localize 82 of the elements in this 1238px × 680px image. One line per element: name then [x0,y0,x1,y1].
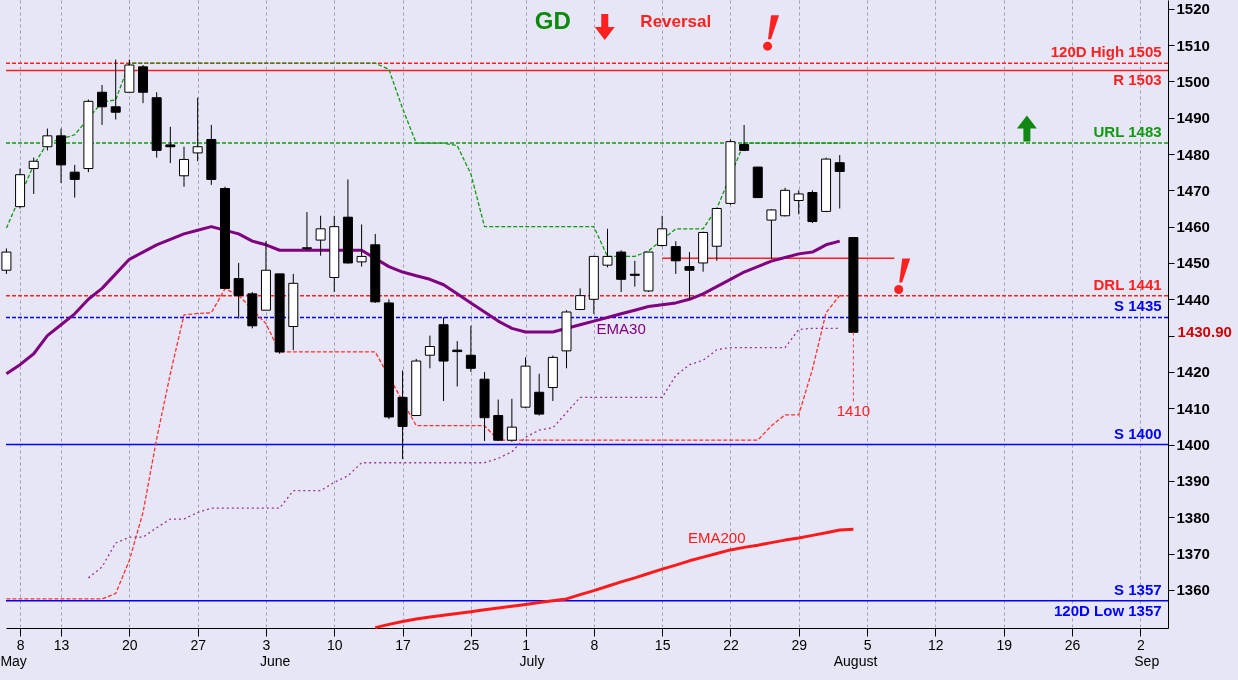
y-tick-label: 1390 [1176,472,1210,490]
annotation: 1410 [836,402,871,420]
ref-line-label: DRL 1441 [1093,275,1162,293]
annotation: Reversal [640,12,712,31]
text: May [0,653,27,669]
x-tick-label: 10 [326,636,343,653]
candlestick [233,262,244,320]
x-tick-label: 13 [53,636,70,653]
series-label: EMA30 [596,319,646,337]
y-tick-label: 1420 [1176,363,1210,381]
line-series [373,527,855,630]
x-tick-label: 17 [395,636,412,653]
candlestick [28,157,39,195]
candlestick [192,97,203,162]
y-tick-label: 1360 [1176,581,1210,599]
ref-line-label: S 1435 [1114,297,1162,315]
candlestick [793,189,804,215]
candlestick [315,215,326,257]
candlestick [670,240,681,275]
candlestick [165,126,176,164]
y-tick-label: 1460 [1176,218,1210,236]
candlestick [834,154,845,209]
y-tick-label: 1440 [1176,290,1210,308]
y-tick-label: 1410 [1176,399,1210,417]
y-tick-label: 1500 [1176,72,1210,90]
text: 1430.90 [1177,323,1232,341]
y-tick-label: 1510 [1176,36,1210,54]
candlestick [424,335,435,369]
x-tick-label: 26 [1064,636,1081,653]
candlestick [629,260,640,288]
candlestick [97,84,108,126]
candlestick [301,211,312,251]
candlestick [42,128,53,151]
annotation: GD [534,7,571,34]
x-tick-label: 3 [262,636,271,653]
x-tick-label: 27 [190,636,207,653]
x-tick-label: 22 [723,636,739,653]
x-tick-label: 2 [1136,636,1145,653]
candlestick [465,325,476,373]
ref-line-label: S 1357 [1114,580,1162,598]
candlestick [739,124,750,152]
candlestick [602,228,613,268]
candlestick [356,223,367,268]
y-tick-label: 1370 [1176,545,1210,563]
x-tick-label: 20 [122,636,138,653]
x-tick-label: 19 [996,636,1013,653]
x-tick-label: 29 [791,636,808,653]
x-tick-label: 15 [654,636,671,653]
candlestick [1,247,12,275]
x-tick-label: 25 [463,636,480,653]
ref-line-label: 120D High 1505 [1050,43,1162,61]
text: July [519,653,545,669]
text: June [259,653,291,669]
x-tick-label: 12 [928,636,944,653]
line-series [4,225,842,376]
ref-line-label: S 1400 [1114,424,1162,442]
y-tick-label: 1470 [1176,181,1210,199]
ref-line-label: URL 1483 [1093,123,1162,141]
text: August [833,653,878,669]
y-tick-label: 1520 [1176,0,1210,18]
annotation: 120D Low 1357 [1054,601,1162,619]
ref-line-label: R 1503 [1113,71,1162,89]
x-tick-label: 5 [863,636,872,653]
text: Sep [1134,653,1160,669]
candlestick [657,215,668,248]
candlestick [684,251,695,300]
y-tick-label: 1400 [1176,436,1210,454]
candlestick [534,373,545,417]
x-tick-label: 8 [16,636,25,653]
y-tick-label: 1450 [1176,254,1210,272]
candlestick [110,59,121,120]
candlestick [69,164,80,199]
series-label: EMA200 [688,528,746,546]
candlestick [179,146,189,188]
candlestick [766,208,777,260]
y-tick-label: 1380 [1176,508,1210,526]
x-tick-label: 1 [522,636,531,653]
candlestick [506,398,517,443]
candlestick [452,340,463,387]
y-tick-label: 1490 [1176,109,1210,127]
y-tick-label: 1480 [1176,145,1210,163]
x-tick-label: 8 [590,636,599,653]
